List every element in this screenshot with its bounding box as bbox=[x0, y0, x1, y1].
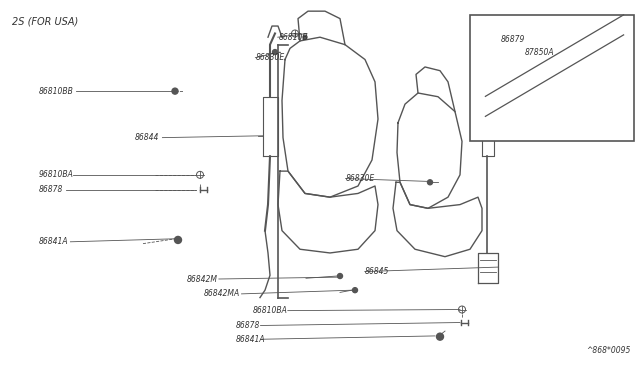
Text: 87850A: 87850A bbox=[525, 48, 554, 57]
Text: 86810BA: 86810BA bbox=[253, 306, 287, 315]
Circle shape bbox=[175, 237, 182, 243]
Text: 86879: 86879 bbox=[500, 35, 525, 44]
Text: ^868*0095: ^868*0095 bbox=[586, 346, 630, 355]
Text: 86841A: 86841A bbox=[38, 237, 68, 246]
Bar bbox=[470, 15, 634, 141]
Text: 86878: 86878 bbox=[236, 321, 260, 330]
Circle shape bbox=[517, 64, 525, 72]
Circle shape bbox=[436, 333, 444, 340]
Text: 86878: 86878 bbox=[38, 185, 63, 194]
Text: 86844: 86844 bbox=[134, 133, 159, 142]
Text: 2S (FOR USA): 2S (FOR USA) bbox=[12, 17, 78, 27]
Circle shape bbox=[172, 88, 178, 94]
Text: 96810BA: 96810BA bbox=[38, 170, 73, 179]
Text: 86841A: 86841A bbox=[236, 335, 265, 344]
Circle shape bbox=[337, 273, 342, 279]
Circle shape bbox=[353, 288, 358, 293]
Text: 86830E: 86830E bbox=[346, 174, 375, 183]
Circle shape bbox=[303, 35, 307, 39]
Circle shape bbox=[582, 102, 588, 108]
Text: 86810BB: 86810BB bbox=[38, 87, 73, 96]
Circle shape bbox=[428, 180, 433, 185]
Text: 86830E: 86830E bbox=[256, 53, 285, 62]
Circle shape bbox=[273, 49, 278, 55]
Text: 86842MA: 86842MA bbox=[204, 289, 240, 298]
Text: 86842M: 86842M bbox=[187, 275, 218, 283]
Text: 86845: 86845 bbox=[365, 267, 389, 276]
Text: 86810B: 86810B bbox=[278, 33, 308, 42]
